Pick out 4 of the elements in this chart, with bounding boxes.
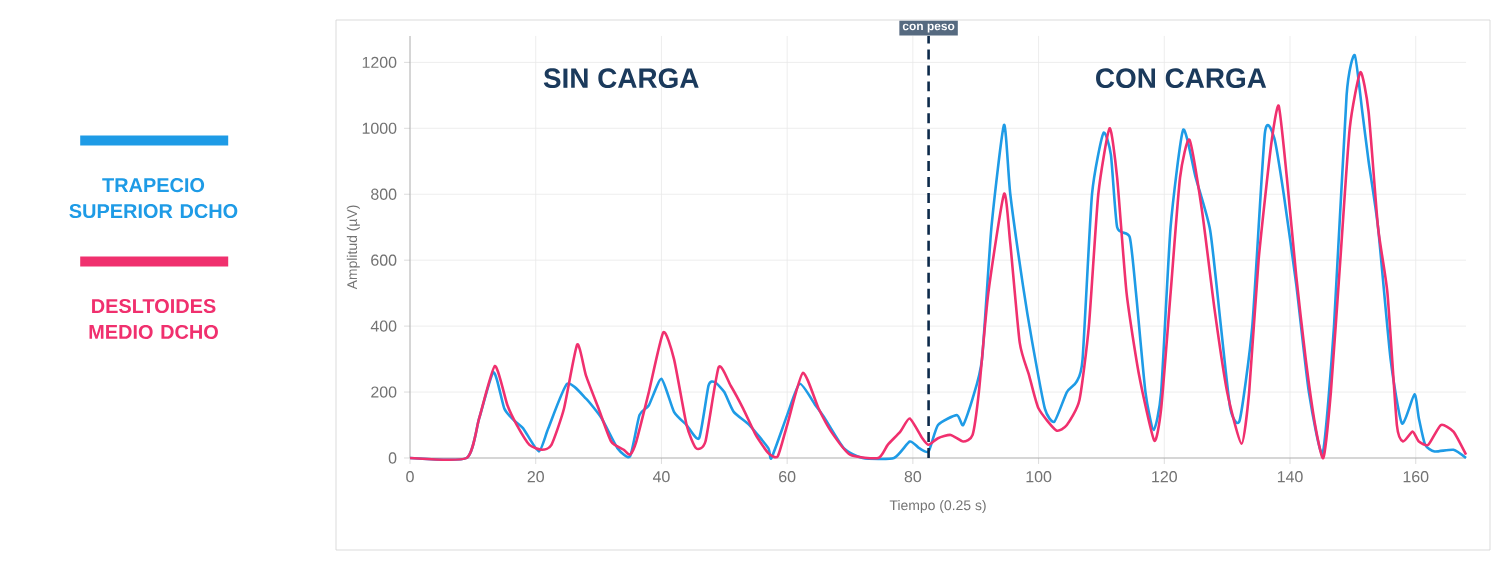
text: DESLTOIDES MEDIO DCHO	[89, 298, 218, 339]
annotation: SIN CARGA	[543, 68, 699, 89]
annotation: CON CARGA	[1096, 68, 1267, 89]
text: TRAPECIO SUPERIOR DCHO	[69, 178, 238, 219]
